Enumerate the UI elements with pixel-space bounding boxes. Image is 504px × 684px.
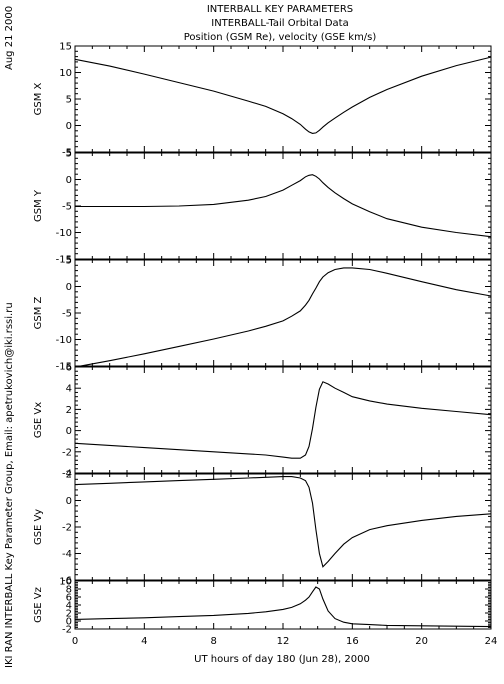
y-tick-label: -10: [56, 228, 72, 239]
y-tick-label: 0: [66, 617, 72, 628]
x-tick-label: 4: [141, 636, 147, 647]
y-tick-label: -2: [62, 523, 72, 534]
panel-gsm-x: -5 0 5 10 15 GSM X: [33, 42, 492, 159]
y-tick-label: -15: [56, 255, 72, 266]
y-tick-label: -5: [62, 202, 72, 213]
series-line: [75, 174, 492, 238]
header-line-1: INTERBALL KEY PARAMETERS: [207, 4, 353, 15]
y-tick-label: -2: [62, 625, 72, 636]
series-line: [74, 56, 492, 134]
panel-frame: [74, 473, 492, 581]
y-tick-label: 0: [66, 175, 72, 186]
panel-frame: [74, 580, 492, 630]
panel-label: GSM Y: [33, 189, 44, 222]
y-tick-label: -5: [62, 148, 72, 159]
y-tick-label: 2: [66, 609, 72, 620]
series-line: [74, 267, 492, 368]
panel-label: GSE Vz: [33, 587, 44, 623]
series-line: [74, 476, 492, 568]
y-tick-label: 15: [59, 42, 72, 53]
y-tick-label: 4: [66, 384, 72, 395]
y-tick-label: 2: [66, 470, 72, 481]
y-tick-label: -15: [56, 362, 72, 373]
y-tick-label: 0: [66, 282, 72, 293]
x-tick-label: 0: [72, 636, 78, 647]
y-tick-label: 5: [66, 95, 72, 106]
header-line-3: Position (GSM Re), velocity (GSE km/s): [184, 32, 377, 43]
y-tick-label: 10: [59, 577, 72, 588]
panels-group: -5 0 5 10 15 GSM X -15 -10 -5 0 5 GSM Y -15 -10 -5 0 5 GS…: [33, 42, 497, 648]
x-tick-label: 16: [346, 636, 359, 647]
y-tick-label: 2: [66, 405, 72, 416]
series-line: [74, 586, 492, 628]
y-tick-label: 5: [66, 149, 72, 160]
y-tick-label: 6: [66, 363, 72, 374]
panel-label: GSE Vx: [33, 402, 44, 438]
y-tick-label: -2: [62, 447, 72, 458]
y-tick-label: 0: [66, 426, 72, 437]
panel-frame: [74, 45, 492, 153]
y-tick-label: 0: [66, 121, 72, 132]
panel-label: GSM Z: [33, 296, 44, 329]
y-tick-label: 8: [66, 585, 72, 596]
header-line-2: INTERBALL-Tail Orbital Data: [211, 18, 348, 29]
panel-gsm-z: -15 -10 -5 0 5 GSM Z: [33, 256, 492, 373]
x-tick-label: 24: [485, 636, 498, 647]
credit-line: IKI RAN INTERBALL Key Parameter Group, E…: [4, 302, 15, 668]
y-tick-label: -6: [62, 576, 72, 587]
panel-label: GSM X: [33, 82, 44, 115]
panel-gse-vx: -4 -2 0 2 4 6 GSE Vx: [33, 363, 492, 480]
y-tick-label: -4: [62, 549, 72, 560]
x-axis-label: UT hours of day 180 (Jun 28), 2000: [194, 654, 370, 665]
date-stamp: Aug 21 2000: [4, 6, 15, 70]
y-tick-label: 4: [66, 601, 72, 612]
panel-gse-vy: -6 -4 -2 0 2 GSE Vy: [33, 470, 492, 587]
y-tick-label: -5: [62, 309, 72, 320]
panel-gsm-y: -15 -10 -5 0 5 GSM Y: [33, 149, 492, 266]
x-tick-label: 20: [415, 636, 428, 647]
y-tick-label: 0: [66, 496, 72, 507]
series-line: [74, 381, 492, 459]
x-tick-label: 8: [210, 636, 216, 647]
y-tick-label: 10: [59, 68, 72, 79]
y-tick-label: 5: [66, 256, 72, 267]
y-tick-label: -10: [56, 335, 72, 346]
y-tick-label: -4: [62, 469, 72, 480]
panel-label: GSE Vy: [33, 509, 44, 545]
x-tick-label: 12: [277, 636, 290, 647]
y-tick-label: 6: [66, 593, 72, 604]
panel-frame: [74, 259, 492, 367]
